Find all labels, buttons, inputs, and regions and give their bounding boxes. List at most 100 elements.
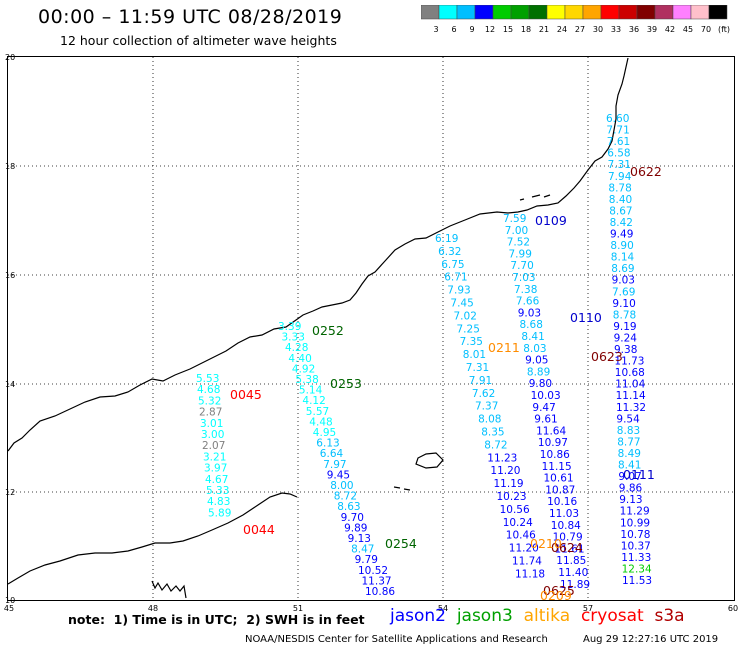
lon-label-60: 60 <box>728 604 738 613</box>
wave-height-value: 9.45 <box>327 469 350 481</box>
wave-height-value: 5.89 <box>208 507 231 519</box>
wave-height-value: 7.31 <box>466 362 489 374</box>
wave-height-value: 7.62 <box>472 388 495 400</box>
wave-height-value: 11.18 <box>515 568 545 580</box>
wave-height-value: 11.20 <box>490 465 520 477</box>
lon-label-54: 54 <box>438 604 448 613</box>
wave-height-value: 4.12 <box>302 395 325 407</box>
wave-height-value: 9.79 <box>355 554 378 566</box>
lat-label-14: 14 <box>5 380 15 389</box>
wave-height-value: 11.89 <box>560 579 590 591</box>
wave-height-value: 8.78 <box>613 309 636 321</box>
wave-height-value: 9.47 <box>532 402 555 414</box>
legend-label: 18 <box>521 25 531 34</box>
wave-height-value: 9.10 <box>612 298 635 310</box>
longitude-labels: 45 48 51 54 57 60 <box>4 604 738 613</box>
wave-height-value: 10.37 <box>621 540 651 552</box>
wave-height-value: 7.97 <box>323 459 346 471</box>
wave-height-value: 9.03 <box>612 275 635 287</box>
wave-height-value: 2.07 <box>202 440 225 452</box>
grid-lines <box>8 57 734 600</box>
wave-height-value: 11.14 <box>616 390 646 402</box>
wave-height-value: 11.33 <box>621 552 651 564</box>
wave-height-value: 9.61 <box>534 414 557 426</box>
wave-height-value: 11.23 <box>487 452 517 464</box>
pass-label-0109: 0109 <box>535 213 567 228</box>
wave-height-value: 10.23 <box>497 491 527 503</box>
pass-label-0211: 0211 <box>488 340 520 355</box>
wave-height-value: 7.94 <box>608 171 632 183</box>
wave-height-value: 11.19 <box>494 478 524 490</box>
wave-height-value: 9.03 <box>518 307 541 319</box>
wave-height-value: 10.84 <box>551 520 581 532</box>
wave-height-value: 4.28 <box>285 342 308 354</box>
wave-height-value: 6.19 <box>435 233 458 245</box>
wave-height-value: 10.87 <box>545 484 575 496</box>
wave-height-value: 11.15 <box>542 461 572 473</box>
wave-height-value: 9.49 <box>610 229 633 241</box>
wave-height-value: 7.02 <box>454 310 477 322</box>
wave-height-value: 11.53 <box>622 575 652 587</box>
wave-height-value: 7.93 <box>447 285 470 297</box>
wave-height-value: 11.32 <box>616 402 646 414</box>
wave-height-value: 8.78 <box>608 182 631 194</box>
legend-label: 24 <box>557 25 567 34</box>
wave-height-value: 7.00 <box>505 225 528 237</box>
wave-height-value: 10.52 <box>358 565 388 577</box>
wave-height-value: 11.73 <box>614 356 644 368</box>
wave-height-value: 11.20 <box>509 543 539 555</box>
wave-height-value: 10.78 <box>620 529 650 541</box>
wave-height-value: 6.71 <box>444 272 467 284</box>
wave-height-value: 7.61 <box>607 136 630 148</box>
wave-height-value: 7.99 <box>509 248 532 260</box>
wave-height-value: 8.14 <box>611 252 635 264</box>
pass-label-0624: 0624 <box>551 540 583 555</box>
wave-height-value: 7.70 <box>510 260 533 272</box>
wave-height-value: 3.97 <box>204 463 227 475</box>
legend-label: 9 <box>469 25 474 34</box>
wave-height-value: 10.99 <box>620 517 650 529</box>
pass-label-0111: 0111 <box>623 467 655 482</box>
wave-height-value: 3.39 <box>278 321 301 333</box>
pass-label-0110: 0110 <box>570 310 602 325</box>
wave-height-value: 5.53 <box>196 373 219 385</box>
wave-height-value: 7.91 <box>469 375 492 387</box>
wave-height-value: 10.97 <box>538 437 568 449</box>
satellite-cryosat: cryosat <box>580 606 644 626</box>
wave-height-value: 10.24 <box>503 517 533 529</box>
wave-height-value: 11.04 <box>615 379 645 391</box>
wave-height-value: 8.72 <box>484 439 507 451</box>
wave-height-value: 8.69 <box>611 263 634 275</box>
pass-label-0622: 0622 <box>630 164 662 179</box>
wave-height-value: 8.67 <box>609 205 632 217</box>
wave-height-value: 4.48 <box>309 416 332 428</box>
wave-height-value: 9.89 <box>344 522 367 534</box>
wave-height-value: 10.46 <box>506 530 536 542</box>
wave-height-value: 8.89 <box>527 366 550 378</box>
legend-label: 15 <box>503 25 513 34</box>
wave-height-value: 4.67 <box>205 474 228 486</box>
wave-height-value: 7.25 <box>457 323 480 335</box>
wave-height-value: 9.05 <box>525 355 548 367</box>
legend-swatch <box>708 5 728 20</box>
generated-timestamp: Aug 29 12:27:16 UTC 2019 <box>583 634 719 645</box>
wave-height-value: 8.83 <box>617 425 640 437</box>
wave-height-value: 4.68 <box>197 384 220 396</box>
wave-height-value: 5.33 <box>206 485 229 497</box>
pass-label-0044: 0044 <box>243 522 275 537</box>
pass-label-0625: 0625 <box>543 583 575 598</box>
legend-label: 36 <box>629 25 639 34</box>
wave-height-value: 7.37 <box>475 401 498 413</box>
wave-height-value: 6.64 <box>320 448 344 460</box>
legend-label: (ft) <box>718 25 730 34</box>
footer-note: note: 1) Time is in UTC; 2) SWH is in fe… <box>68 612 365 627</box>
wave-height-value: 7.52 <box>507 237 530 249</box>
wave-height-value: 5.38 <box>295 374 318 386</box>
wave-height-value: 6.58 <box>607 148 630 160</box>
pass-label-0254: 0254 <box>385 536 417 551</box>
legend-label: 45 <box>683 25 693 34</box>
wave-height-value: 9.13 <box>348 533 371 545</box>
wave-height-value: 10.03 <box>531 390 561 402</box>
wave-height-value: 9.70 <box>341 512 364 524</box>
